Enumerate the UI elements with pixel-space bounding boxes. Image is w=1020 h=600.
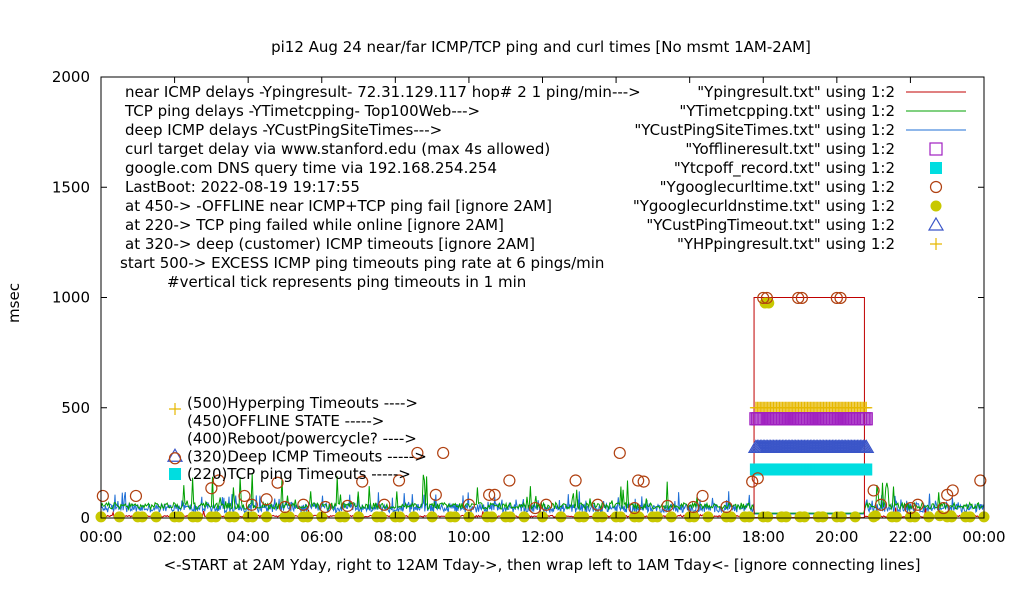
x-tick-label: 14:00	[594, 528, 637, 546]
dns-time-point	[302, 511, 313, 522]
dns-time-point	[703, 511, 714, 522]
x-tick-label: 00:00	[962, 528, 1005, 546]
dns-time-point	[799, 511, 810, 522]
dns-time-point	[850, 511, 861, 522]
y-tick-label: 0	[80, 509, 90, 527]
annotation-line: #vertical tick represents ping timeouts …	[167, 273, 526, 291]
chart: pi12 Aug 24 near/far ICMP/TCP ping and c…	[0, 0, 1020, 600]
timeout-legend-label: (220)TCP ping Timeouts ----->	[187, 465, 411, 483]
legend-label: "Ytcpoff_record.txt" using 1:2	[674, 159, 895, 178]
timeout-legend-label: (500)Hyperping Timeouts ---->	[187, 394, 418, 412]
annotation-line: start 500-> EXCESS ICMP ping timeouts pi…	[120, 254, 604, 272]
annotation-line: google.com DNS query time via 192.168.25…	[125, 159, 497, 177]
dns-time-point	[173, 511, 184, 522]
y-axis-label: msec	[5, 283, 23, 323]
dns-time-point	[247, 511, 258, 522]
annotation-line: at 220-> TCP ping failed while online [i…	[125, 216, 504, 234]
timeout-legend-label: (400)Reboot/powercycle? ---->	[187, 430, 417, 448]
timeout-legend-label: (320)Deep ICMP Timeouts ----->	[187, 447, 427, 465]
dns-time-point	[210, 511, 221, 522]
legend-label: "Yofflineresult.txt" using 1:2	[685, 140, 895, 158]
dns-time-point	[408, 511, 419, 522]
dns-time-point	[555, 511, 566, 522]
x-tick-label: 00:00	[79, 528, 122, 546]
x-tick-label: 02:00	[153, 528, 196, 546]
annotation-line: LastBoot: 2022-08-19 19:17:55	[125, 178, 360, 196]
x-tick-label: 18:00	[742, 528, 785, 546]
legend-label: "YCustPingTimeout.txt" using 1:2	[646, 216, 895, 234]
dns-time-point	[151, 511, 162, 522]
timeout-legend-marker	[169, 468, 181, 480]
dns-time-point	[137, 511, 148, 522]
dns-time-point	[229, 511, 240, 522]
dns-time-point	[353, 511, 364, 522]
annotation-line: at 320-> deep (customer) ICMP timeouts […	[125, 235, 535, 253]
dns-time-point	[449, 511, 460, 522]
legend-label: "YTimetcpping.txt" using 1:2	[679, 102, 895, 120]
y-tick-label: 1500	[52, 178, 90, 196]
dns-time-point	[762, 511, 773, 522]
y-tick-label: 500	[61, 399, 90, 417]
y-tick-label: 1000	[52, 289, 90, 307]
annotation-line: deep ICMP delays -YCustPingSiteTimes--->	[125, 121, 442, 139]
x-tick-label: 20:00	[815, 528, 858, 546]
timeout-legend-label: (450)OFFLINE STATE ----->	[187, 412, 384, 430]
x-tick-label: 12:00	[521, 528, 564, 546]
dns-time-point	[923, 511, 934, 522]
legend-label: "Ygooglecurldnstime.txt" using 1:2	[633, 197, 895, 215]
x-tick-label: 16:00	[668, 528, 711, 546]
legend-marker	[930, 162, 942, 174]
dns-time-point	[505, 511, 516, 522]
x-tick-label: 08:00	[374, 528, 417, 546]
tcp-timeout-marker	[860, 463, 872, 475]
dns-time-point	[192, 511, 203, 522]
legend-marker	[931, 201, 942, 212]
legend-label: "YCustPingSiteTimes.txt" using 1:2	[634, 121, 895, 139]
x-tick-label: 10:00	[447, 528, 490, 546]
x-tick-label: 22:00	[889, 528, 932, 546]
annotation-line: near ICMP delays -Ypingresult- 72.31.129…	[125, 83, 641, 101]
dns-time-point	[376, 511, 387, 522]
dns-time-point	[427, 511, 438, 522]
y-tick-label: 2000	[52, 68, 90, 86]
dns-time-point	[519, 511, 530, 522]
x-axis-label: <-START at 2AM Yday, right to 12AM Tday-…	[164, 556, 921, 574]
chart-title: pi12 Aug 24 near/far ICMP/TCP ping and c…	[271, 38, 811, 56]
dns-time-point	[578, 511, 589, 522]
dns-time-point	[114, 511, 125, 522]
dns-time-point	[689, 511, 700, 522]
dns-time-point	[615, 511, 626, 522]
dns-time-point	[891, 511, 902, 522]
dns-time-point	[836, 511, 847, 522]
annotation-line: at 450-> -OFFLINE near ICMP+TCP ping fai…	[125, 197, 552, 215]
timeout-legend: (500)Hyperping Timeouts ---->(450)OFFLIN…	[168, 394, 427, 483]
dns-time-point	[817, 511, 828, 522]
dns-time-point	[394, 511, 405, 522]
dns-time-point	[652, 511, 663, 522]
annotation-line: TCP ping delays -YTimetcpping- Top100Web…	[124, 102, 480, 120]
dns-time-point	[744, 511, 755, 522]
legend-label: "Ypingresult.txt" using 1:2	[697, 83, 895, 101]
dns-time-point	[339, 511, 350, 522]
dns-time-point	[261, 511, 272, 522]
legend-label: "Ygooglecurltime.txt" using 1:2	[660, 178, 895, 196]
dns-time-point	[597, 511, 608, 522]
x-tick-label: 06:00	[300, 528, 343, 546]
dns-time-point	[965, 511, 976, 522]
legend-label: "YHPpingresult.txt" using 1:2	[677, 235, 895, 253]
annotation-line: curl target delay via www.stanford.edu (…	[125, 140, 550, 158]
dns-time-point	[781, 511, 792, 522]
dns-time-point	[666, 511, 677, 522]
dns-time-point	[870, 510, 881, 521]
x-tick-label: 04:00	[227, 528, 270, 546]
dns-time-point	[486, 511, 497, 522]
